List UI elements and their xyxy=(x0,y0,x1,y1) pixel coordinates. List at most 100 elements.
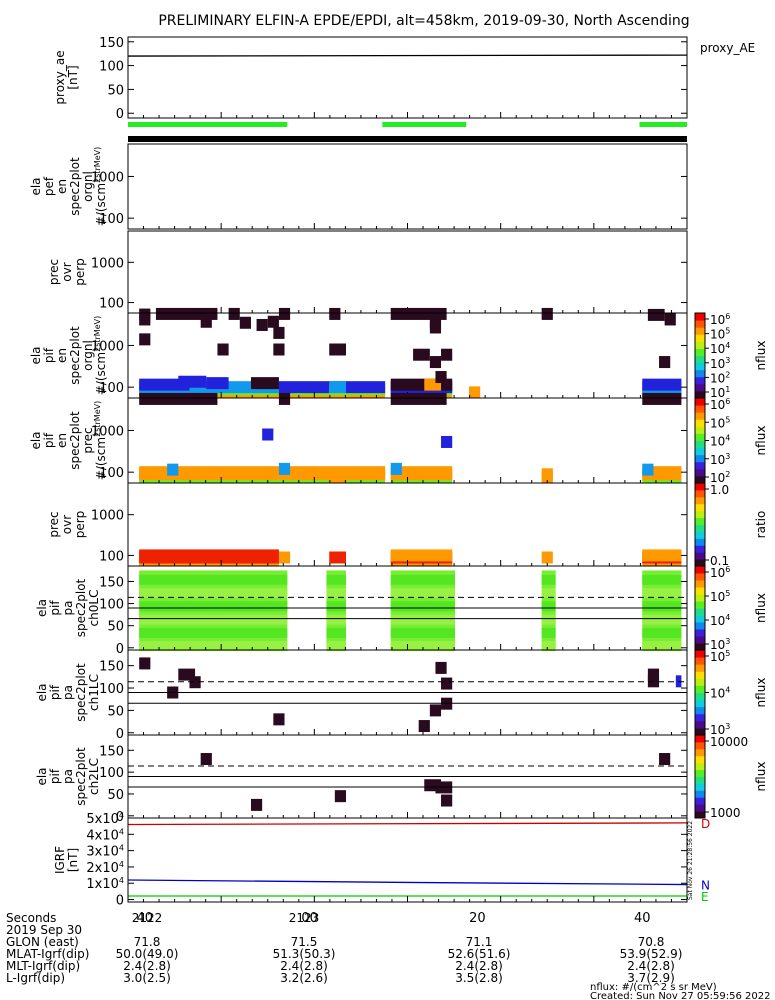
heat-cell-3-28 xyxy=(228,307,240,320)
heat-cell-3-41 xyxy=(429,356,442,369)
info-value-4-3: 2.4(2.8) xyxy=(627,959,675,973)
colorbar-seg-5-7 xyxy=(695,762,705,771)
heat-cell-3-5 xyxy=(178,375,207,388)
panel-3: 100 1000 ela pif en spec2plot orgnl #/(scm2strM… xyxy=(29,307,688,399)
ylabel-6-3: spec2plot xyxy=(74,578,88,637)
ylabel-5-0: prec xyxy=(47,511,61,537)
ylabel-9-0: IGRF xyxy=(53,846,67,874)
colorbar-tick-label-0-5: 106 xyxy=(710,312,730,327)
info-value-3-0: 50.0(49.0) xyxy=(116,947,179,961)
info-label-3: MLAT-Igrf(dip) xyxy=(6,947,89,961)
colorbar-seg-1-11 xyxy=(695,398,705,406)
pa-stripe-2-5 xyxy=(390,641,456,652)
heat-cell-5-3 xyxy=(278,551,291,564)
ylabel-2-2: perp xyxy=(73,258,87,286)
colorbar-title-0: nflux xyxy=(754,341,768,371)
pa-stripe-0-0 xyxy=(139,574,288,585)
ylabel-6-2: pa xyxy=(61,601,75,616)
heat-cell-5-8 xyxy=(541,551,553,564)
colorbar-seg-2-8 xyxy=(695,503,705,512)
heat-cell-5-11 xyxy=(642,549,682,562)
igrf-label-1: N xyxy=(701,879,710,893)
ylabel-1-1: pef xyxy=(42,176,56,196)
series-0-0 xyxy=(127,54,688,57)
ylabel-9-1: [nT] xyxy=(66,848,80,872)
ylabel-2-1: ovr xyxy=(60,262,74,281)
pa-stripe-2-3 xyxy=(390,614,456,625)
pa-stripe-3-3 xyxy=(541,614,556,625)
colorbar-seg-5-2 xyxy=(695,797,705,805)
colorbar-3: 103 104 105 106 nflux xyxy=(694,565,768,652)
ytick-label-6-1: 50 xyxy=(107,620,124,635)
heat-cell-3-43 xyxy=(541,307,553,320)
info-value-3-1: 51.3(50.3) xyxy=(273,947,336,961)
colorbar-seg-5-10 xyxy=(695,741,705,750)
ytick-label-3-0: 100 xyxy=(99,381,124,396)
heat-cell-4-19 xyxy=(139,392,218,405)
panel-4: 100 1000 ela pif en spec2plot prec #/(scm2strMe… xyxy=(29,392,688,484)
pa-stripe-2-4 xyxy=(390,627,456,638)
colorbar-seg-5-11 xyxy=(695,735,705,743)
info-value-2-2: 71.1 xyxy=(466,935,493,949)
heat-cell-4-7 xyxy=(329,468,347,481)
colorbar-seg-0-10 xyxy=(695,320,705,328)
ylabel-7-4: ch1LC xyxy=(87,674,101,711)
ylabel-7-2: pa xyxy=(61,685,75,700)
colorbar-seg-4-4 xyxy=(695,699,705,708)
ytick-label-6-0: 0 xyxy=(116,642,124,657)
colorbar-seg-4-5 xyxy=(695,692,705,701)
colorbar-seg-5-4 xyxy=(695,783,705,791)
ytick-label-6-3: 150 xyxy=(99,575,124,590)
heat-cell-3-6 xyxy=(206,377,229,390)
info-value-5-1: 3.2(2.6) xyxy=(280,971,328,985)
panel-frame-9 xyxy=(127,817,688,903)
colorbar-seg-0-8 xyxy=(695,334,705,342)
pa-stripe-1-0 xyxy=(326,574,347,585)
heat-cell-3-42 xyxy=(441,348,453,361)
science-zone-bar-0 xyxy=(128,122,288,127)
ytick-label-5-1: 1000 xyxy=(91,509,124,524)
colorbar-seg-2-6 xyxy=(695,517,705,525)
pa-stripe-4-5 xyxy=(642,641,682,652)
footer-created: Created: Sun Nov 27 05:59:56 2022 xyxy=(590,991,770,1000)
info-value-0-0: 2122 xyxy=(132,911,163,925)
ylabel-7-3: spec2plot xyxy=(74,663,88,722)
colorbar-seg-4-8 xyxy=(695,671,705,679)
colorbar-seg-1-7 xyxy=(695,426,705,434)
pa-stripe-2-0 xyxy=(390,574,456,585)
info-value-2-0: 71.8 xyxy=(134,935,161,949)
heat-cell-3-32 xyxy=(273,326,285,339)
colorbar-tick-label-3-1: 104 xyxy=(710,613,730,628)
colorbar-tick-label-0-0: 101 xyxy=(710,385,730,400)
colorbar-title-1: nflux xyxy=(754,426,768,456)
heat-cell-3-17 xyxy=(468,386,481,399)
ylabel-4-0: ela xyxy=(29,431,43,449)
info-value-3-3: 53.9(52.9) xyxy=(620,947,683,961)
igrf-label-0: D xyxy=(701,817,710,831)
colorbar-seg-1-6 xyxy=(695,433,705,441)
heat-cell-4-2 xyxy=(139,466,386,479)
colorbar-seg-0-6 xyxy=(695,348,705,356)
pa-stripe-3-0 xyxy=(541,574,556,585)
heat-cell-3-16 xyxy=(435,371,447,384)
ylabel-5-2: perp xyxy=(73,511,87,539)
colorbar-seg-0-11 xyxy=(695,313,705,321)
heat-cell-3-21 xyxy=(642,378,682,391)
ylabel-0-0: proxy_ae xyxy=(53,50,67,104)
info-label-4: MLT-Igrf(dip) xyxy=(6,959,80,973)
colorbar-tick-label-5-0: 1000 xyxy=(710,806,741,820)
heat-cell-7-3 xyxy=(189,676,201,689)
colorbar-seg-3-2 xyxy=(695,629,705,637)
ylabel-4-2: en xyxy=(55,433,69,448)
proxy-ae-legend: proxy_AE xyxy=(700,41,755,55)
colorbar-5: 1000 10000 nflux xyxy=(694,734,768,820)
ytick-label-9-5: 5x104 xyxy=(86,811,124,827)
heat-cell-4-14 xyxy=(541,468,553,481)
colorbar-seg-2-5 xyxy=(695,524,705,532)
pa-stripe-0-5 xyxy=(139,641,288,652)
colorbar-tick-label-4-0: 103 xyxy=(710,722,730,737)
colorbar-seg-1-5 xyxy=(695,440,705,449)
colorbar-seg-1-1 xyxy=(695,468,705,477)
